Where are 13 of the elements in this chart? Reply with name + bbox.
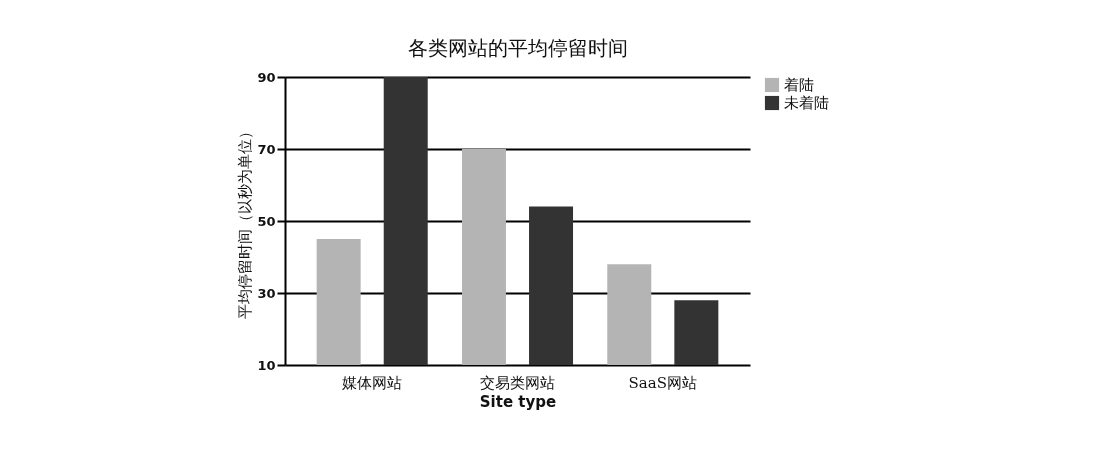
x-tick-label: SaaS网站 — [628, 373, 698, 392]
legend-label: 着陆 — [784, 76, 814, 94]
x-axis-title: Site type — [479, 392, 557, 411]
y-tick-label: 90 — [257, 69, 276, 85]
chart-title: 各类网站的平均停留时间 — [407, 36, 628, 60]
y-axis-title: 平均停留时间（以秒为单位） — [236, 124, 255, 319]
x-tick-label: 媒体网站 — [342, 373, 403, 392]
y-tick-label: 70 — [257, 141, 276, 157]
legend-label: 未着陆 — [784, 94, 829, 112]
y-tick-label: 50 — [257, 213, 276, 229]
y-tick-label: 30 — [257, 285, 276, 301]
y-tick-label: 10 — [257, 357, 276, 373]
x-tick-label: 交易类网站 — [480, 373, 555, 392]
